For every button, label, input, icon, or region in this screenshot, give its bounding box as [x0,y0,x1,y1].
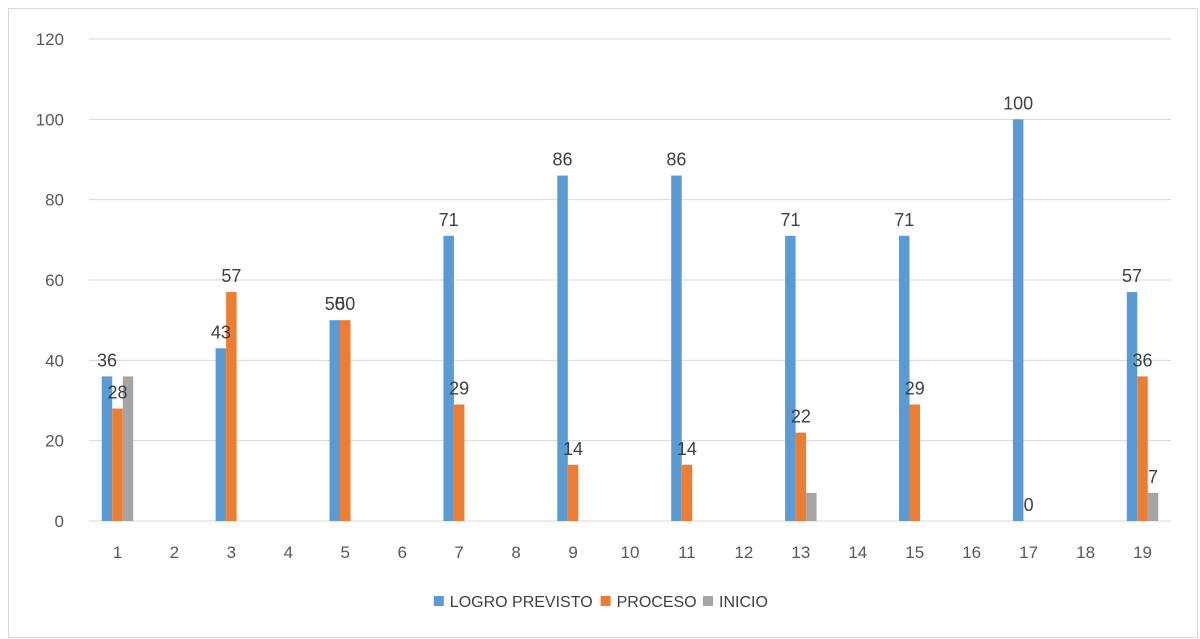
data-label: 50 [335,294,355,314]
x-tick-label: 18 [1076,543,1095,562]
y-tick-label: 100 [36,110,64,129]
bar-logro-previsto [215,348,227,521]
x-tick-label: 8 [511,543,520,562]
bar-proceso [1137,376,1148,521]
bar-proceso [567,464,579,521]
x-tick-label: 1 [113,543,122,562]
bars [101,119,1159,522]
bar-proceso [226,292,237,521]
chart-frame: 36 43 50 71 86 86 71 71 100 57 28 57 50 29 14 14 22 29 0 36… [8,8,1198,638]
x-tick-label: 2 [170,543,179,562]
data-label: 86 [666,150,686,170]
bar-logro-previsto [1012,119,1024,521]
bar-logro-previsto [671,175,682,522]
data-label: 7 [1148,467,1158,487]
bar-proceso [681,464,693,521]
legend-swatch [433,596,444,606]
y-tick-label: 40 [45,351,64,370]
bar-proceso [795,432,807,521]
legend-swatch [600,596,611,606]
x-tick-label: 13 [791,543,810,562]
bar-logro-previsto [785,235,796,522]
legend: LOGRO PREVISTO PROCESO INICIO [433,594,768,611]
data-label: 71 [780,210,800,230]
bar-logro-previsto [101,376,113,521]
x-tick-label: 9 [568,543,577,562]
data-label: 29 [449,379,469,399]
bar-proceso [340,320,351,521]
data-label: 43 [211,322,231,342]
data-labels: 36 43 50 71 86 86 71 71 100 57 28 57 50 29 14 14 22 29 0 36… [97,93,1158,515]
data-label: 36 [97,350,117,370]
y-tick-label: 20 [45,432,64,451]
data-label: 71 [894,210,914,230]
bar-proceso [453,404,465,521]
data-label: 0 [1024,495,1034,515]
gridlines [89,38,1171,522]
x-tick-label: 14 [848,543,867,562]
legend-swatch [703,596,713,606]
x-tick-label: 7 [454,543,463,562]
x-tick-label: 5 [341,543,350,562]
x-tick-label: 4 [284,543,293,562]
x-tick-label: 6 [397,543,406,562]
x-tick-label: 16 [962,543,981,562]
data-label: 28 [107,383,127,403]
y-tick-label: 80 [45,191,64,210]
bar-logro-previsto [898,235,910,522]
bar-logro-previsto [557,175,568,522]
bar-proceso [909,404,920,521]
bar-logro-previsto [329,320,341,521]
x-tick-label: 15 [905,543,924,562]
bar-inicio [806,492,817,521]
x-tick-label: 12 [734,543,753,562]
legend-label: INICIO [719,594,768,611]
data-label: 57 [1122,266,1142,286]
y-tick-label: 120 [36,30,64,49]
y-tick-label: 0 [55,512,64,531]
bar-proceso [112,408,123,521]
data-label: 50 [325,294,345,314]
data-label: 36 [1133,350,1153,370]
data-label: 57 [221,266,241,286]
y-tick-label: 60 [45,271,64,290]
x-tick-label: 19 [1133,543,1152,562]
x-tick-label: 17 [1019,543,1038,562]
legend-label: PROCESO [617,594,697,611]
x-tick-label: 10 [621,543,640,562]
legend-label: LOGRO PREVISTO [450,594,593,611]
bar-inicio [1147,492,1159,521]
bar-inicio [122,376,134,521]
x-tick-label: 11 [678,543,696,562]
bar-logro-previsto [443,235,454,522]
data-label: 71 [439,210,459,230]
data-label: 22 [791,407,811,427]
data-label: 100 [1003,93,1033,113]
bar-logro-previsto [1126,292,1138,521]
data-label: 14 [563,439,583,459]
data-label: 86 [553,150,573,170]
data-label: 29 [905,379,925,399]
data-label: 14 [677,439,697,459]
x-tick-label: 3 [227,543,236,562]
